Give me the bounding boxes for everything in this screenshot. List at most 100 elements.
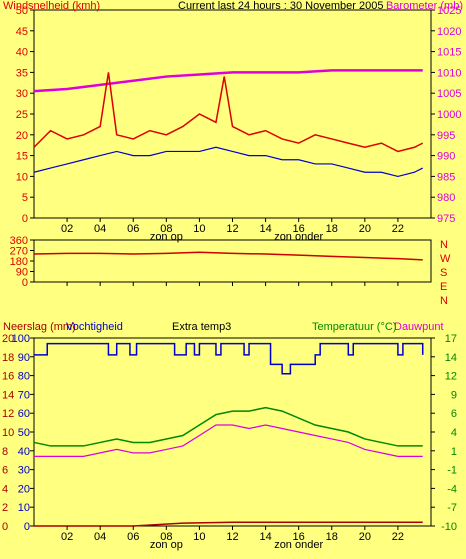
baro-tick-label-6: 1005 bbox=[437, 88, 461, 100]
rain-tick-label-4: 8 bbox=[2, 446, 8, 458]
chart-dynamic-layer: 0510152025303540455097598098599099510001… bbox=[2, 5, 461, 551]
temp-tick-label-6: 6 bbox=[451, 408, 457, 420]
wind-tick-label-0: 0 bbox=[22, 213, 28, 225]
direction-line bbox=[33, 251, 423, 261]
baro-tick-label-10: 1025 bbox=[437, 5, 461, 17]
wind-tick-label-6: 30 bbox=[16, 88, 28, 100]
sunset-label-p1: zon onder bbox=[274, 231, 323, 243]
baro-tick-label-3: 990 bbox=[437, 151, 455, 163]
rain-tick-label-2: 4 bbox=[2, 483, 8, 495]
wind-tick-label-1: 5 bbox=[22, 192, 28, 204]
temp-tick-label-9: 14 bbox=[445, 352, 457, 364]
xtick-label-p3-9: 20 bbox=[359, 531, 371, 543]
temp-tick-label-0: -10 bbox=[441, 521, 457, 533]
dir-tick-label-4: 360 bbox=[10, 235, 28, 247]
extra-temp-label: Extra temp3 bbox=[172, 321, 231, 333]
panel-wind-frame bbox=[33, 9, 432, 219]
wind-gust-line bbox=[33, 72, 424, 153]
barometer-line bbox=[33, 69, 423, 93]
rain-tick-label-0: 0 bbox=[2, 521, 8, 533]
wind-tick-label-7: 35 bbox=[16, 67, 28, 79]
hum-tick-label-3: 30 bbox=[18, 465, 30, 477]
rain-tick-label-6: 12 bbox=[2, 408, 14, 420]
temp-tick-label-2: -4 bbox=[447, 483, 457, 495]
chart-title: Current last 24 hours : 30 November 2005 bbox=[178, 0, 383, 12]
rain-tick-label-9: 18 bbox=[2, 352, 14, 364]
xtick-label-p1-1: 04 bbox=[94, 223, 106, 235]
xtick-label-p1-5: 12 bbox=[226, 223, 238, 235]
xtick-label-p3-7: 16 bbox=[293, 531, 305, 543]
hum-tick-label-4: 40 bbox=[18, 446, 30, 458]
dir-tick-label-0: 0 bbox=[22, 277, 28, 289]
wind-tick-label-8: 40 bbox=[16, 47, 28, 59]
humidity-axis-label: Vochtigheid bbox=[66, 321, 123, 333]
wind-tick-label-5: 25 bbox=[16, 109, 28, 121]
xtick-label-p3-10: 22 bbox=[392, 531, 404, 543]
xtick-label-p3-6: 14 bbox=[259, 531, 271, 543]
wind-tick-label-4: 20 bbox=[16, 130, 28, 142]
temp-tick-label-8: 12 bbox=[445, 371, 457, 383]
baro-tick-label-0: 975 bbox=[437, 213, 455, 225]
temp-tick-label-7: 9 bbox=[451, 389, 457, 401]
hum-tick-label-6: 60 bbox=[18, 408, 30, 420]
hum-tick-label-1: 10 bbox=[18, 502, 30, 514]
xtick-label-p3-1: 04 bbox=[94, 531, 106, 543]
hum-tick-label-9: 90 bbox=[18, 352, 30, 364]
rain-tick-label-5: 10 bbox=[2, 427, 14, 439]
hum-tick-label-0: 0 bbox=[24, 521, 30, 533]
xtick-label-p1-0: 02 bbox=[61, 223, 73, 235]
wind-tick-label-10: 50 bbox=[16, 5, 28, 17]
xtick-label-p1-10: 22 bbox=[392, 223, 404, 235]
baro-tick-label-5: 1000 bbox=[437, 109, 461, 121]
sunrise-label-p1: zon op bbox=[150, 231, 183, 243]
xtick-label-p3-5: 12 bbox=[226, 531, 238, 543]
baro-tick-label-8: 1015 bbox=[437, 47, 461, 59]
xtick-label-p3-2: 06 bbox=[127, 531, 139, 543]
temp-tick-label-3: -1 bbox=[447, 465, 457, 477]
wind-tick-label-3: 15 bbox=[16, 151, 28, 163]
dir-label-e: E bbox=[440, 281, 447, 293]
baro-tick-label-2: 985 bbox=[437, 171, 455, 183]
xtick-label-p1-4: 10 bbox=[193, 223, 205, 235]
dir-label-n2: N bbox=[440, 295, 448, 307]
xtick-label-p1-7: 16 bbox=[293, 223, 305, 235]
hum-tick-label-8: 80 bbox=[18, 371, 30, 383]
rain-tick-label-10: 20 bbox=[2, 333, 14, 345]
baro-tick-label-4: 995 bbox=[437, 130, 455, 142]
temp-tick-label-4: 1 bbox=[451, 446, 457, 458]
hum-tick-label-5: 50 bbox=[18, 427, 30, 439]
dewpoint-line bbox=[34, 424, 423, 457]
hum-tick-label-2: 20 bbox=[18, 483, 30, 495]
xtick-label-p1-8: 18 bbox=[326, 223, 338, 235]
xtick-label-p3-4: 10 bbox=[193, 531, 205, 543]
temp-tick-label-10: 17 bbox=[445, 333, 457, 345]
humidity-line bbox=[34, 342, 424, 375]
wind-axis-label: Windsnelheid (kmh) bbox=[3, 0, 100, 12]
rain-tick-label-1: 2 bbox=[2, 502, 8, 514]
temp-tick-label-1: -7 bbox=[447, 502, 457, 514]
wind-tick-label-9: 45 bbox=[16, 26, 28, 38]
dir-label-s: S bbox=[440, 267, 447, 279]
dir-tick-label-2: 180 bbox=[10, 256, 28, 268]
panel-direction-frame bbox=[33, 239, 432, 283]
temp-tick-label-5: 4 bbox=[451, 427, 457, 439]
temperature-axis-label: Temperatuur (°C) bbox=[312, 321, 396, 333]
rain-tick-label-3: 6 bbox=[2, 465, 8, 477]
dewpoint-label: Dauwpunt bbox=[394, 321, 444, 333]
wind-tick-label-2: 10 bbox=[16, 171, 28, 183]
dir-label-w: W bbox=[440, 253, 451, 265]
xtick-label-p3-3: 08 bbox=[160, 531, 172, 543]
barometer-axis-label: Barometer (mb) bbox=[386, 0, 463, 12]
sunset-label-p3: zon onder bbox=[274, 539, 323, 551]
hum-tick-label-10: 100 bbox=[12, 333, 30, 345]
xtick-label-p1-6: 14 bbox=[259, 223, 271, 235]
baro-tick-label-9: 1020 bbox=[437, 26, 461, 38]
sunrise-label-p3: zon op bbox=[150, 539, 183, 551]
xtick-label-p1-9: 20 bbox=[359, 223, 371, 235]
hum-tick-label-7: 70 bbox=[18, 389, 30, 401]
rain-tick-label-7: 14 bbox=[2, 389, 14, 401]
rain-axis-label: Neerslag (mm) bbox=[3, 321, 76, 333]
dir-tick-label-1: 90 bbox=[16, 267, 28, 279]
rain-tick-label-8: 16 bbox=[2, 371, 14, 383]
